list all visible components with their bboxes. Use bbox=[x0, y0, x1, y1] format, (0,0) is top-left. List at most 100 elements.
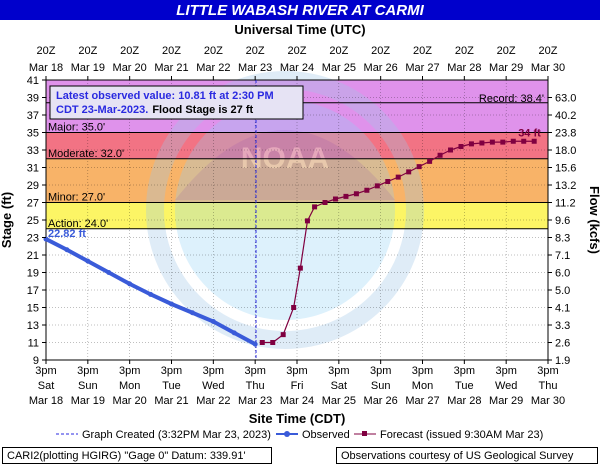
datum-footer: CARI2(plotting HGIRG) "Gage 0" Datum: 33… bbox=[2, 447, 272, 464]
y-tick-label: 35 bbox=[27, 128, 39, 140]
local-tick-time: 3pm bbox=[370, 365, 391, 377]
local-tick-date: Mar 19 bbox=[71, 395, 105, 407]
data-series: 22.82 ft 34 ft bbox=[43, 127, 541, 347]
latest-value-line1: Latest observed value: 10.81 ft at 2:30 … bbox=[56, 90, 274, 102]
local-tick-day: Tue bbox=[162, 380, 181, 392]
utc-tick-date: Mar 20 bbox=[113, 62, 147, 74]
y-tick-label: 39 bbox=[27, 93, 39, 105]
utc-tick-date: Mar 21 bbox=[154, 62, 188, 74]
utc-tick-hour: 20Z bbox=[455, 45, 474, 57]
flow-tick-label: 15.6 bbox=[555, 163, 576, 175]
local-tick-date: Mar 18 bbox=[29, 395, 63, 407]
local-tick-time: 3pm bbox=[203, 365, 224, 377]
title-bar bbox=[0, 0, 600, 20]
local-tick-day: Mon bbox=[412, 380, 433, 392]
y-tick-label: 19 bbox=[27, 268, 39, 280]
local-tick-day: Fri bbox=[291, 380, 304, 392]
flow-tick-label: 5.0 bbox=[555, 285, 570, 297]
forecast-point bbox=[489, 139, 495, 145]
flow-tick-label: 23.8 bbox=[555, 128, 576, 140]
utc-tick-date: Mar 19 bbox=[71, 62, 105, 74]
local-tick-time: 3pm bbox=[244, 365, 265, 377]
forecast-point bbox=[353, 191, 359, 197]
utc-tick-hour: 20Z bbox=[371, 45, 390, 57]
forecast-point bbox=[280, 332, 286, 338]
local-tick-date: Mar 22 bbox=[196, 395, 230, 407]
y-tick-label: 41 bbox=[27, 75, 39, 87]
flow-tick-label: 3.3 bbox=[555, 320, 570, 332]
forecast-point bbox=[322, 200, 328, 205]
legend-forecast-marker bbox=[362, 431, 367, 436]
local-tick-day: Sat bbox=[38, 380, 55, 392]
y-tick-label: 13 bbox=[27, 320, 39, 332]
local-tick-time: 3pm bbox=[495, 365, 516, 377]
utc-tick-hour: 20Z bbox=[37, 45, 56, 57]
top-axis-title: Universal Time (UTC) bbox=[234, 22, 365, 37]
forecast-point bbox=[521, 138, 527, 144]
forecast-point bbox=[312, 204, 318, 210]
utc-tick-hour: 20Z bbox=[539, 45, 558, 57]
local-tick-time: 3pm bbox=[328, 365, 349, 377]
utc-tick-date: Mar 22 bbox=[196, 62, 230, 74]
forecast-point bbox=[270, 340, 276, 345]
y-tick-label: 17 bbox=[27, 285, 39, 297]
flow-tick-label: 40.2 bbox=[555, 110, 576, 122]
observed-point bbox=[85, 258, 91, 264]
local-tick-date: Mar 29 bbox=[489, 395, 523, 407]
observed-point bbox=[252, 341, 258, 347]
flow-tick-label: 18.0 bbox=[555, 145, 576, 157]
utc-tick-hour: 20Z bbox=[204, 45, 223, 57]
local-tick-time: 3pm bbox=[454, 365, 475, 377]
local-tick-date: Mar 25 bbox=[322, 395, 356, 407]
forecast-line bbox=[262, 140, 535, 344]
moderate-band bbox=[46, 158, 548, 203]
local-tick-day: Tue bbox=[455, 380, 474, 392]
local-tick-day: Sun bbox=[78, 380, 98, 392]
local-tick-date: Mar 30 bbox=[531, 395, 565, 407]
y-tick-label: 25 bbox=[27, 215, 39, 227]
local-tick-day: Sat bbox=[331, 380, 348, 392]
flow-tick-label: 8.3 bbox=[555, 233, 570, 245]
observed-point bbox=[106, 270, 112, 275]
observed-point bbox=[231, 330, 237, 336]
local-tick-time: 3pm bbox=[412, 365, 433, 377]
observed-point bbox=[210, 319, 216, 324]
utc-tick-hour: 20Z bbox=[78, 45, 97, 57]
forecast-point bbox=[304, 218, 310, 224]
y-tick-label: 33 bbox=[27, 145, 39, 157]
flood-stage-note: Flood Stage is 27 ft bbox=[152, 104, 253, 116]
local-tick-date: Mar 28 bbox=[447, 395, 481, 407]
legend-forecast: Forecast (issued 9:30AM Mar 23) bbox=[380, 429, 543, 441]
y-tick-label: 23 bbox=[27, 233, 39, 245]
flow-tick-label: 63.0 bbox=[555, 93, 576, 105]
local-tick-day: Thu bbox=[246, 380, 265, 392]
flow-tick-label: 6.0 bbox=[555, 268, 570, 280]
forecast-point bbox=[332, 196, 338, 202]
forecast-point bbox=[500, 139, 506, 145]
local-tick-time: 3pm bbox=[77, 365, 98, 377]
local-tick-date: Mar 23 bbox=[238, 395, 272, 407]
utc-tick-date: Mar 27 bbox=[405, 62, 439, 74]
local-tick-time: 3pm bbox=[35, 365, 56, 377]
forecast-point bbox=[427, 158, 433, 164]
forecast-point bbox=[531, 138, 537, 144]
utc-tick-date: Mar 18 bbox=[29, 62, 63, 74]
observed-point bbox=[189, 310, 195, 316]
forecast-peak-label: 34 ft bbox=[518, 127, 541, 139]
threshold-label-minor: Minor: 27.0' bbox=[48, 192, 105, 204]
utc-tick-date: Mar 28 bbox=[447, 62, 481, 74]
utc-tick-date: Mar 29 bbox=[489, 62, 523, 74]
local-tick-time: 3pm bbox=[161, 365, 182, 377]
forecast-point bbox=[468, 141, 474, 147]
observed-start-label: 22.82 ft bbox=[48, 228, 86, 240]
local-tick-day: Wed bbox=[495, 380, 517, 392]
y-tick-label: 9 bbox=[33, 355, 39, 367]
threshold-label-action: Action: 24.0' bbox=[48, 218, 108, 230]
latest-value-box: Latest observed value: 10.81 ft at 2:30 … bbox=[49, 85, 304, 120]
y-tick-label: 27 bbox=[27, 198, 39, 210]
forecast-point bbox=[416, 164, 422, 170]
forecast-point bbox=[510, 138, 516, 144]
local-tick-time: 3pm bbox=[286, 365, 307, 377]
bottom-axis-title: Site Time (CDT) bbox=[249, 411, 346, 426]
flow-tick-label: 2.6 bbox=[555, 338, 570, 350]
